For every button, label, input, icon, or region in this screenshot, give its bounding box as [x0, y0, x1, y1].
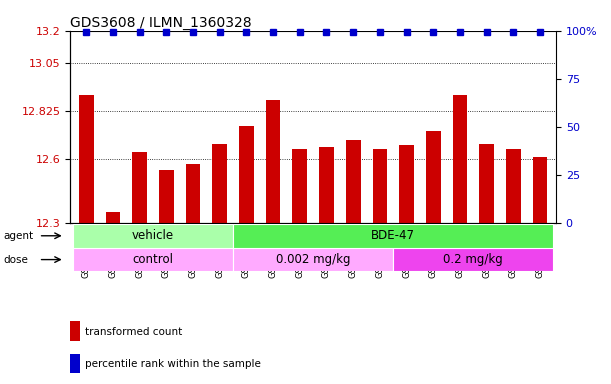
- Text: dose: dose: [3, 255, 28, 265]
- Bar: [426, 131, 441, 223]
- Bar: [506, 149, 521, 223]
- Bar: [319, 147, 334, 223]
- Bar: [106, 212, 120, 223]
- Bar: [70, 354, 81, 373]
- Bar: [186, 164, 200, 223]
- Text: 0.2 mg/kg: 0.2 mg/kg: [444, 253, 503, 266]
- Bar: [133, 152, 147, 223]
- Text: GDS3608 / ILMN_1360328: GDS3608 / ILMN_1360328: [70, 16, 252, 30]
- Bar: [79, 95, 93, 223]
- Bar: [213, 144, 227, 223]
- Bar: [346, 139, 360, 223]
- Text: BDE-47: BDE-47: [371, 229, 415, 242]
- Bar: [479, 144, 494, 223]
- Bar: [233, 224, 554, 248]
- Bar: [159, 170, 174, 223]
- Text: control: control: [133, 253, 174, 266]
- Bar: [266, 100, 280, 223]
- Bar: [70, 321, 81, 341]
- Bar: [73, 248, 233, 271]
- Bar: [399, 145, 414, 223]
- Text: vehicle: vehicle: [132, 229, 174, 242]
- Bar: [533, 157, 547, 223]
- Text: agent: agent: [3, 231, 33, 241]
- Text: percentile rank within the sample: percentile rank within the sample: [85, 359, 261, 369]
- Bar: [73, 224, 233, 248]
- Bar: [293, 149, 307, 223]
- Bar: [233, 248, 393, 271]
- Bar: [373, 149, 387, 223]
- Bar: [239, 126, 254, 223]
- Text: transformed count: transformed count: [85, 327, 182, 337]
- Text: 0.002 mg/kg: 0.002 mg/kg: [276, 253, 350, 266]
- Bar: [393, 248, 554, 271]
- Bar: [453, 95, 467, 223]
